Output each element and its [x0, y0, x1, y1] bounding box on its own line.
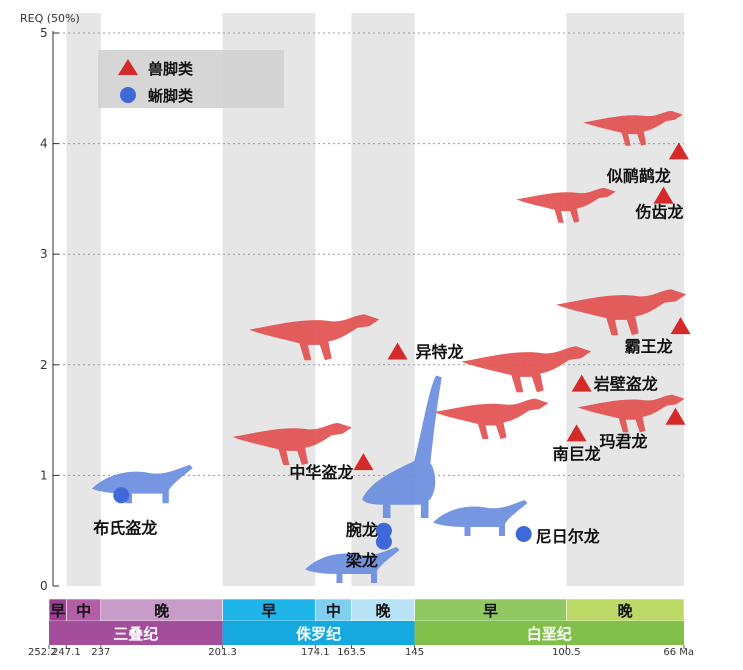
theropod-point	[387, 342, 408, 360]
ornithomimus-silhouette	[583, 110, 683, 146]
y-tick-label: 4	[40, 137, 48, 151]
giganotosaurus-silhouette	[433, 398, 549, 439]
legend-label: 蜥脚类	[148, 87, 194, 105]
y-axis-label: REQ (50%)	[20, 12, 80, 25]
sauropod-point	[113, 487, 130, 504]
theropod-point	[653, 186, 674, 204]
point-label: 南巨龙	[553, 444, 601, 463]
period-cell	[222, 621, 415, 645]
theropod-point	[670, 317, 691, 335]
y-tick-label: 2	[40, 358, 48, 372]
epoch-label: 晚	[376, 602, 391, 620]
point-label: 伤齿龙	[635, 203, 684, 222]
majungasaurus-silhouette	[577, 394, 685, 433]
epoch-label: 晚	[618, 602, 633, 620]
point-label: 布氏盗龙	[93, 518, 157, 537]
point-label: 似鸸鹋龙	[606, 166, 671, 185]
epoch-label: 晚	[154, 602, 169, 620]
epoch-band	[66, 13, 101, 586]
geologic-timescale: 早中晚三叠纪早中晚侏罗纪早 晚白垩纪252.2247.1 237 201.3 174.1…	[28, 598, 694, 658]
legend-triangle-marker	[118, 59, 138, 75]
point-label: 梁龙	[345, 551, 378, 570]
theropod-point	[668, 142, 689, 160]
point-label: 霸王龙	[625, 337, 673, 356]
epoch-band	[222, 13, 316, 586]
period-cell	[414, 621, 684, 645]
period-label: 侏罗纪	[296, 625, 341, 643]
epoch-label: 早	[50, 602, 65, 620]
y-tick-label: 0	[40, 579, 48, 593]
allosaurus-silhouette	[249, 314, 380, 361]
age-tick-label: 163.5	[337, 647, 366, 658]
sauropod-point	[375, 522, 392, 539]
legend-circle-marker	[120, 87, 136, 103]
age-tick-label: 66 Ma	[663, 647, 694, 658]
theropod-point	[571, 374, 592, 392]
epoch-label: 中	[76, 602, 91, 620]
diplodocus-silhouette	[305, 547, 400, 583]
y-tick-label: 5	[40, 26, 48, 40]
age-tick-label: 247.1	[52, 647, 81, 658]
point-label: 岩壁盗龙	[593, 375, 658, 394]
epoch-label: 早	[261, 602, 276, 620]
point-label: 腕龙	[346, 521, 378, 540]
nigersaurus-silhouette	[433, 500, 528, 536]
sauropod-point	[375, 533, 392, 550]
theropod-point	[665, 407, 686, 425]
dinosaur-silhouettes	[92, 110, 687, 583]
period-cell	[49, 621, 223, 645]
point-label: 尼日尔龙	[536, 527, 600, 546]
theropod-point	[566, 424, 587, 442]
point-label: 中华盗龙	[289, 463, 353, 482]
brachiosaurus-silhouette	[362, 375, 442, 518]
age-tick-label: 100.5	[552, 647, 581, 658]
troodon-silhouette	[516, 187, 616, 223]
y-tick-label: 1	[40, 468, 48, 482]
sinraptor-silhouette	[232, 422, 352, 465]
epoch-label: 早	[483, 602, 498, 620]
y-axis: 0 1 2 3 4 5	[40, 26, 59, 593]
epoch-background-bands	[66, 13, 684, 586]
tyrannosaurus-silhouette	[556, 289, 687, 336]
period-label: 三叠纪	[113, 625, 158, 643]
gridlines	[53, 32, 684, 476]
age-tick-label: 174.1	[301, 647, 330, 658]
buriolestes-silhouette	[92, 464, 193, 504]
period-label: 白垩纪	[527, 625, 572, 643]
point-label: 玛君龙	[599, 432, 647, 451]
theropod-point	[353, 453, 374, 471]
point-label: 异特龙	[416, 343, 464, 362]
y-tick-label: 3	[40, 247, 48, 261]
age-tick-label: 252.2	[28, 647, 57, 658]
age-tick-label: 237	[91, 647, 110, 658]
epoch-label: 中	[326, 602, 341, 620]
age-tick-label: 201.3	[208, 647, 237, 658]
legend-label: 兽脚类	[148, 60, 194, 78]
age-tick-label: 145	[405, 647, 424, 658]
sauropod-point	[515, 526, 532, 543]
rugops-silhouette	[461, 346, 592, 393]
